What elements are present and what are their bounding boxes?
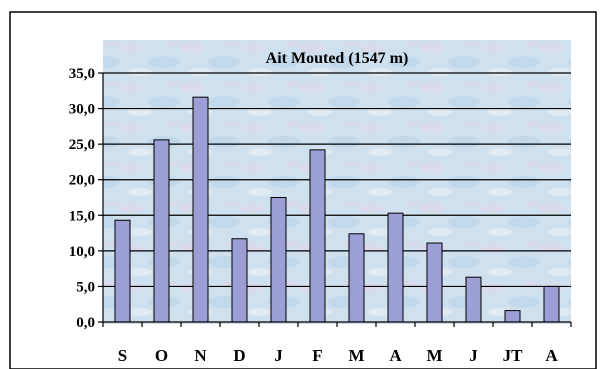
x-tick-label: M — [348, 346, 364, 365]
x-tick-label: D — [233, 346, 245, 365]
bar — [348, 233, 365, 323]
gridlines — [103, 72, 571, 288]
y-tick-label: 25,0 — [69, 137, 95, 153]
y-tick-label: 5,0 — [76, 279, 95, 295]
bar — [309, 149, 326, 323]
y-tick-label: 15,0 — [69, 208, 95, 224]
x-tick-label: S — [118, 346, 127, 365]
x-tick-label: J — [274, 346, 283, 365]
bar — [426, 242, 443, 323]
y-tick-label: 20,0 — [69, 173, 95, 189]
x-tick-label: O — [155, 346, 168, 365]
chart-title: Ait Mouted (1547 m) — [266, 50, 409, 67]
x-tick-label: A — [389, 346, 402, 365]
bar — [114, 219, 131, 323]
bar — [231, 238, 248, 323]
bar — [504, 310, 521, 323]
bar — [153, 139, 170, 323]
y-tick-label: 35,0 — [69, 66, 95, 82]
x-tick-label: J — [469, 346, 478, 365]
x-tick-label: JT — [503, 346, 524, 365]
bar — [270, 197, 287, 323]
x-tick-label: M — [426, 346, 442, 365]
y-axis: 0,0 5,0 10,0 15,0 20,0 25,0 30,0 35,0 — [69, 66, 104, 331]
y-tick-label: 10,0 — [69, 244, 95, 260]
x-tick-label: N — [194, 346, 207, 365]
y-tick-label: 30,0 — [69, 102, 95, 118]
bar — [192, 96, 209, 323]
y-tick-label: 0,0 — [76, 315, 95, 331]
plot-area — [103, 40, 571, 324]
bar — [465, 276, 482, 323]
bar — [543, 285, 560, 323]
bar — [387, 212, 404, 323]
x-tick-label: A — [545, 346, 558, 365]
x-tick-label: F — [312, 346, 322, 365]
x-axis: S O N D J F M A M J JT A — [102, 321, 572, 365]
